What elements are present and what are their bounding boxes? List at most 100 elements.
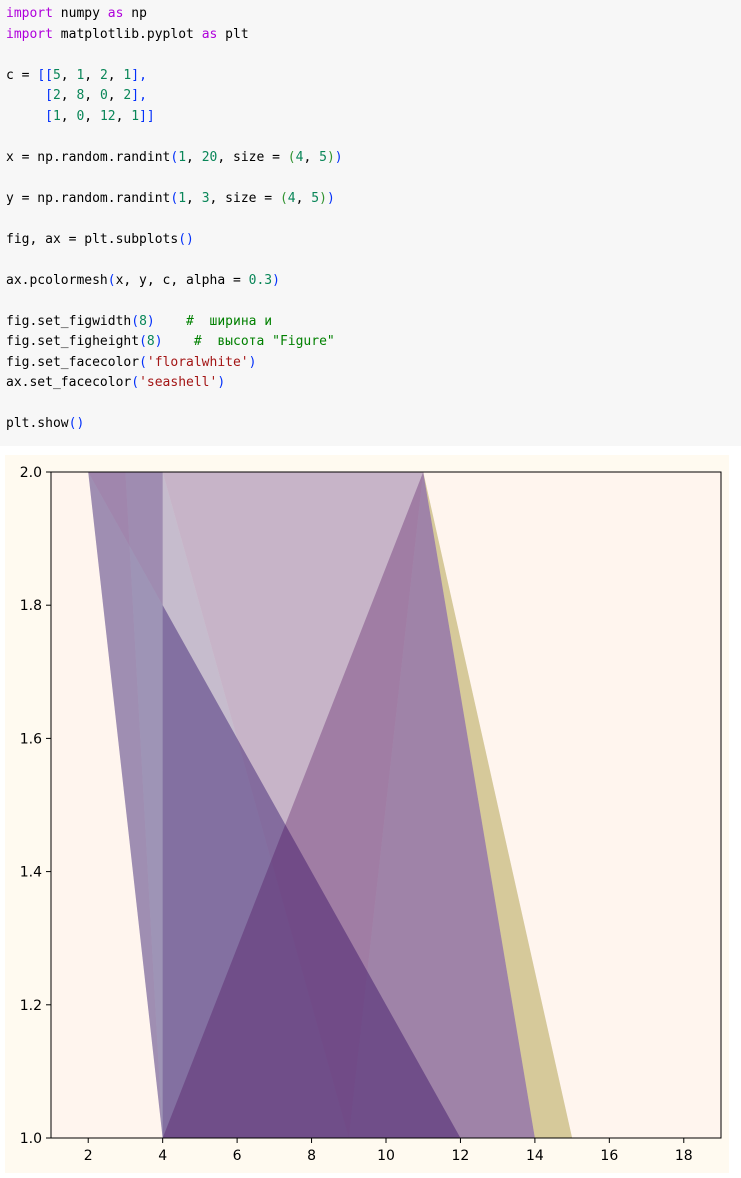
code-token: plt.show: [6, 416, 69, 431]
x-tick-label: 14: [526, 1148, 544, 1164]
code-token: [[: [37, 67, 53, 83]
code-line: [1, 0, 12, 1]]: [6, 107, 735, 128]
code-cell[interactable]: import numpy as np import matplotlib.pypl…: [0, 0, 741, 446]
mesh-quad: [88, 472, 461, 1138]
code-token: (: [131, 313, 140, 329]
code-token: c =: [6, 67, 38, 83]
x-tick-label: 4: [158, 1148, 167, 1164]
code-token: ,: [186, 149, 202, 165]
code-token: as: [107, 6, 124, 21]
y-tick-label: 1.2: [20, 998, 42, 1014]
code-token: ): [146, 313, 155, 329]
code-token: ): [326, 190, 335, 206]
code-token: ]]: [139, 108, 155, 124]
code-token: 'seashell': [139, 375, 218, 390]
code-token: ax.pcolormesh: [6, 272, 108, 288]
code-token: [6, 88, 45, 103]
code-token: 2: [52, 88, 61, 103]
code-token: 5: [319, 149, 327, 165]
mesh-quad: [162, 472, 535, 1138]
code-token: 8: [146, 334, 155, 349]
code-token: , size =: [209, 190, 280, 206]
code-token: y = np.random.randint: [6, 190, 171, 206]
x-tick-label: 10: [377, 1148, 395, 1164]
code-token: (: [287, 149, 296, 165]
code-token: ,: [107, 88, 124, 103]
mesh-quads: [51, 472, 721, 1138]
code-token: ): [319, 190, 327, 206]
mesh-quad: [348, 472, 573, 1138]
code-token: 0.3: [248, 272, 273, 288]
code-token: 0: [99, 88, 108, 103]
mesh-quad: [162, 472, 721, 1138]
y-tick-label: 1.6: [20, 731, 42, 747]
code-token: x = np.random.randint: [6, 149, 171, 165]
x-tick-label: 8: [307, 1148, 316, 1164]
code-token: (): [178, 231, 194, 247]
code-token: 2: [99, 67, 108, 83]
x-tick-label: 2: [84, 1148, 93, 1164]
code-token: ,: [84, 108, 100, 124]
code-token: fig.set_figwidth: [6, 313, 132, 329]
plot-output: 2 4 6 8 10 12 14 16 18 1.0 1.2 1.4 1.6 1.8 2.0: [5, 455, 729, 1173]
code-token: ): [334, 149, 343, 165]
code-token: (: [170, 149, 179, 165]
code-token: ,: [107, 67, 124, 83]
pcolormesh-chart: 2 4 6 8 10 12 14 16 18 1.0 1.2 1.4 1.6 1.8 2.0: [5, 455, 729, 1173]
y-tick-label: 2.0: [20, 465, 42, 481]
code-token: [: [45, 88, 53, 103]
code-token: ): [272, 272, 280, 288]
code-token: 1: [76, 67, 85, 83]
code-token: (: [170, 190, 179, 206]
code-line: fig, ax = plt.subplots(): [6, 230, 735, 251]
code-line: ax.set_facecolor('seashell'): [6, 373, 735, 394]
code-token: 20: [201, 149, 218, 165]
code-line: [6, 250, 735, 271]
code-token: 4: [295, 149, 304, 165]
code-line: x = np.random.randint(1, 20, size = (4, …: [6, 148, 735, 169]
code-token: 8: [139, 313, 147, 329]
code-token: fig.set_figheight: [6, 334, 140, 349]
code-token: ,: [84, 67, 100, 83]
code-token: [163, 334, 194, 349]
code-token: import: [6, 26, 53, 42]
code-token: ,: [60, 108, 77, 124]
code-token: [155, 314, 186, 329]
y-tick-label: 1.4: [20, 865, 42, 881]
code-token: 2: [123, 88, 132, 103]
code-token: (: [279, 190, 288, 206]
code-token: np: [123, 6, 147, 21]
code-token: ,: [303, 149, 320, 165]
code-token: ): [217, 375, 226, 390]
x-tick-label: 16: [600, 1148, 618, 1164]
code-line: c = [[5, 1, 2, 1],: [6, 66, 735, 87]
code-token: ): [154, 334, 163, 349]
code-editor[interactable]: import numpy as np import matplotlib.pypl…: [0, 0, 741, 439]
code-line: import matplotlib.pyplot as plt: [6, 25, 735, 46]
code-line: fig.set_figheight(8) # высота "Figure": [6, 332, 735, 353]
y-tick-label: 1.0: [20, 1131, 42, 1147]
code-token: ): [248, 354, 257, 370]
code-token: ): [326, 149, 335, 165]
code-line: [6, 209, 735, 230]
code-token: fig.set_facecolor: [6, 354, 140, 370]
code-line: plt.show(): [6, 414, 735, 435]
code-token: ],: [131, 88, 147, 103]
code-token: ],: [131, 67, 147, 83]
axes-background: [51, 472, 721, 1138]
code-token: 0: [76, 108, 85, 124]
code-token: # высота "Figure": [193, 334, 335, 349]
mesh-quad: [423, 472, 573, 1138]
code-token: 'floralwhite': [146, 354, 249, 370]
code-token: 3: [201, 190, 210, 206]
code-token: ax.set_facecolor: [6, 375, 132, 390]
code-line: fig.set_figwidth(8) # ширина и: [6, 312, 735, 333]
code-token: 5: [52, 67, 61, 83]
code-token: fig, ax = plt.subplots: [6, 231, 179, 247]
code-line: y = np.random.randint(1, 3, size = (4, 5…: [6, 189, 735, 210]
code-token: 8: [76, 88, 85, 103]
code-token: ,: [115, 108, 132, 124]
code-token: 1: [52, 108, 61, 124]
code-token: ,: [186, 190, 202, 206]
mesh-quad: [88, 472, 163, 1138]
